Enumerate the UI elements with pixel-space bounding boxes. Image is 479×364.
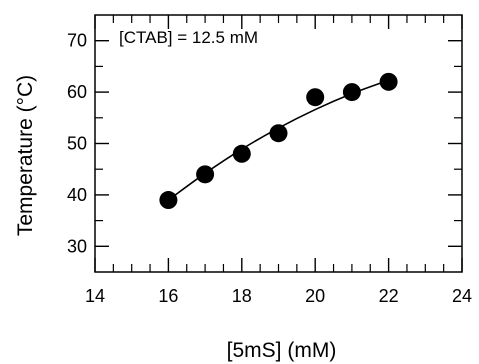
- y-tick-label: 60: [67, 82, 87, 102]
- data-point: [269, 124, 288, 143]
- annotation-ctab: [CTAB] = 12.5 mM: [119, 28, 258, 47]
- y-tick-label: 40: [67, 185, 87, 205]
- plot-frame: [94, 14, 463, 273]
- x-tick-label: 24: [452, 286, 472, 306]
- y-tick-label: 30: [67, 236, 87, 256]
- y-axis-title: Temperature (°C): [14, 75, 37, 236]
- data-point: [232, 144, 251, 163]
- data-point: [196, 165, 215, 184]
- x-tick-label: 14: [85, 286, 105, 306]
- x-tick-label: 22: [379, 286, 399, 306]
- major-ticks: [94, 15, 463, 272]
- data-point: [342, 83, 361, 102]
- minor-ticks: [95, 15, 462, 272]
- data-point: [379, 72, 398, 91]
- data-point: [159, 191, 178, 210]
- tick-labels: 14 16 18 20 22 24 30 40 50 60 70: [67, 31, 472, 306]
- x-tick-label: 20: [305, 286, 325, 306]
- data-point: [306, 88, 325, 107]
- x-axis-title: [5mS] (mM): [227, 339, 337, 362]
- y-tick-label: 70: [67, 31, 87, 51]
- data-points: [159, 72, 398, 210]
- x-tick-label: 18: [232, 286, 252, 306]
- y-tick-label: 50: [67, 134, 87, 154]
- x-tick-label: 16: [158, 286, 178, 306]
